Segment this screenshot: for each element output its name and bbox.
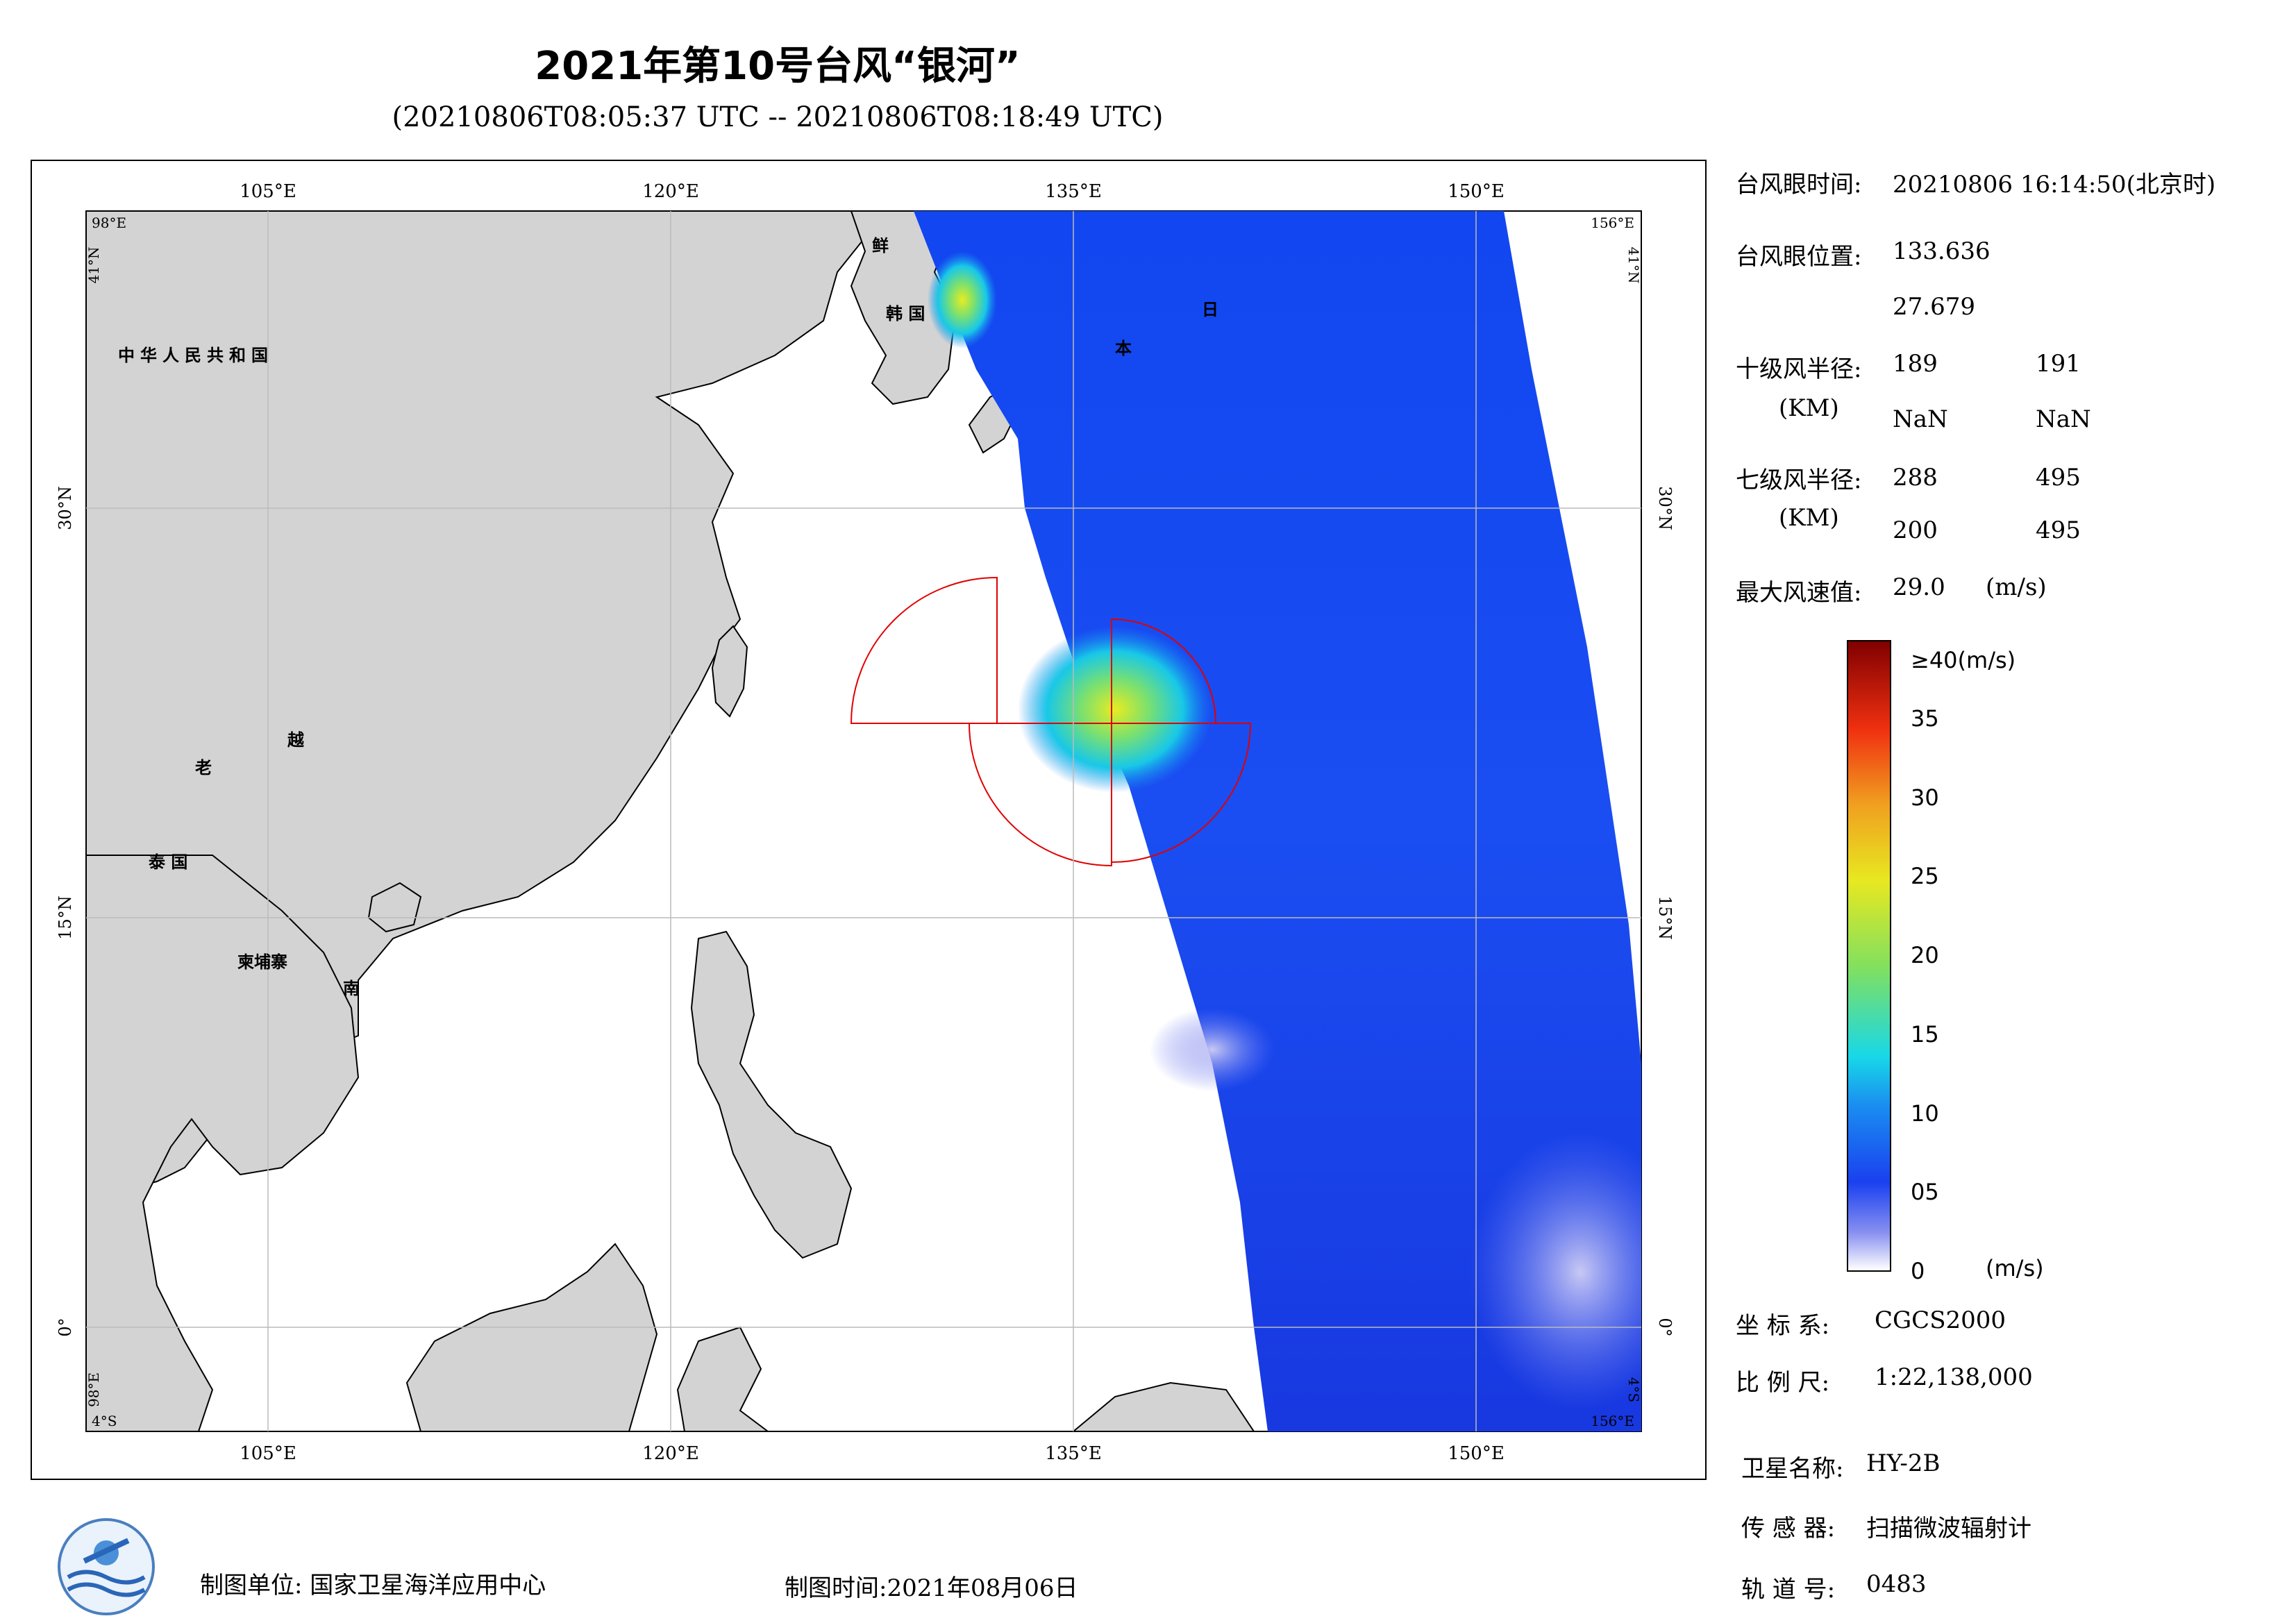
wind-field-map: 105°E 120°E 135°E 150°E 105°E 120°E 135°…: [56, 181, 1675, 1464]
r7-value-3: 200: [1893, 516, 1938, 544]
r7-value-2: 495: [2036, 464, 2081, 491]
label-korea-north: 鲜: [872, 236, 889, 255]
corner-se-lat: 4°S: [1625, 1377, 1642, 1402]
eye-latitude: 27.679: [1893, 293, 1975, 321]
r10-value-2: 191: [2036, 350, 2081, 378]
orbit-label: 轨 道 号:: [1741, 1576, 1836, 1604]
label-korea-south: 韩 国: [886, 304, 925, 323]
eye-time-value: 20210806 16:14:50(北京时): [1893, 171, 2216, 199]
satellite-value: HY-2B: [1866, 1449, 1941, 1477]
map-title: 2021年第10号台风“银河”: [535, 44, 1021, 89]
orbit-value: 0483: [1866, 1570, 1927, 1598]
nsoas-logo-icon: [58, 1518, 155, 1615]
sensor-value: 扫描微波辐射计: [1866, 1515, 2031, 1542]
legend-tick-05: 05: [1911, 1179, 1939, 1206]
max-wind-value: 29.0: [1893, 573, 1945, 601]
lon-tick-bottom-120: 120°E: [642, 1443, 699, 1464]
label-china: 中华人民共和国: [118, 346, 274, 365]
lat-tick-left-30: 30°N: [56, 486, 75, 530]
legend-tick-0: 0: [1911, 1258, 1925, 1284]
legend-tick-25: 25: [1911, 863, 1939, 890]
land-philippines: [690, 930, 853, 1259]
satellite-label: 卫星名称:: [1741, 1455, 1844, 1483]
eye-longitude: 133.636: [1893, 237, 1991, 265]
scale-label: 比 例 尺:: [1736, 1369, 1830, 1397]
lon-tick-top-105: 105°E: [240, 181, 296, 202]
lon-tick-top-150: 150°E: [1448, 181, 1505, 202]
r10-label: 十级风半径:: [1736, 355, 1862, 383]
coord-system-value: CGCS2000: [1875, 1306, 2006, 1334]
r7-value-4: 495: [2036, 516, 2081, 544]
label-japan-2: 本: [1115, 339, 1132, 358]
lat-tick-left-15: 15°N: [56, 895, 75, 940]
legend-tick-20: 20: [1911, 942, 1939, 968]
label-vietnam-1: 越: [287, 730, 305, 750]
corner-nw-lat: 41°N: [85, 247, 102, 284]
corner-sw-lon: 98°E: [85, 1372, 102, 1407]
label-japan-1: 日: [1202, 300, 1218, 319]
legend-unit: (m/s): [1986, 1255, 2044, 1281]
coord-system-label: 坐 标 系:: [1736, 1312, 1830, 1340]
legend-tick-30: 30: [1911, 784, 1939, 811]
land-borneo: [405, 1243, 658, 1431]
corner-nw-lon: 98°E: [92, 215, 126, 231]
label-vietnam-2: 南: [343, 979, 360, 998]
label-laos: 老: [195, 758, 212, 777]
eye-time-label: 台风眼时间:: [1736, 171, 1862, 199]
lon-tick-bottom-105: 105°E: [240, 1443, 296, 1464]
corner-ne-lat: 41°N: [1625, 247, 1642, 284]
r7-value-1: 288: [1893, 464, 1938, 491]
lon-tick-top-135: 135°E: [1045, 181, 1102, 202]
corner-ne-lon: 156°E: [1591, 215, 1634, 231]
coastal-high-wind: [928, 251, 997, 348]
map-panel: 105°E 120°E 135°E 150°E 105°E 120°E 135°…: [31, 160, 1707, 1480]
corner-se-lon: 156°E: [1591, 1413, 1634, 1429]
legend-top-label: ≥40(m/s): [1911, 647, 2016, 673]
low-wind-patch: [1150, 1008, 1275, 1091]
r7-label: 七级风半径:: [1736, 466, 1862, 494]
wind-radius-quadrants: [850, 576, 1252, 867]
r10-value-1: 189: [1893, 350, 1938, 378]
lat-tick-right-15: 15°N: [1655, 895, 1675, 940]
legend-tick-15: 15: [1911, 1020, 1939, 1048]
footer-date: 制图时间:2021年08月06日: [785, 1574, 1078, 1602]
lon-tick-bottom-135: 135°E: [1045, 1443, 1102, 1464]
max-wind-unit: (m/s): [1986, 573, 2047, 601]
graticule: [86, 211, 1641, 1431]
label-cambodia: 柬埔寨: [237, 952, 287, 972]
map-subtitle: (20210806T08:05:37 UTC -- 20210806T08:18…: [392, 101, 1164, 133]
lon-tick-bottom-150: 150°E: [1448, 1443, 1505, 1464]
lat-tick-left-0: 0°: [56, 1318, 75, 1336]
low-wind-area: [1469, 1133, 1641, 1411]
footer-producer: 制图单位: 国家卫星海洋应用中心: [200, 1572, 546, 1599]
corner-sw-lat: 4°S: [92, 1413, 117, 1429]
eye-position-label: 台风眼位置:: [1736, 243, 1862, 271]
legend-tick-10: 10: [1911, 1100, 1939, 1127]
label-thailand: 泰 国: [149, 852, 187, 872]
r10-unit: (KM): [1779, 394, 1839, 422]
typhoon-core-wind: [1018, 626, 1212, 793]
land-indochina: [86, 855, 360, 1431]
scale-value: 1:22,138,000: [1875, 1363, 2033, 1391]
lat-tick-right-0: 0°: [1655, 1318, 1675, 1336]
max-wind-label: 最大风速值:: [1736, 579, 1862, 607]
lon-tick-top-120: 120°E: [642, 181, 699, 202]
land-taiwan: [711, 625, 748, 718]
wind-speed-colorbar: [1847, 640, 1891, 1272]
r7-unit: (KM): [1779, 504, 1839, 532]
sensor-label: 传 感 器:: [1741, 1515, 1836, 1542]
land-sulawesi-newguinea: [676, 1326, 1255, 1431]
r10-value-4: NaN: [2036, 405, 2091, 433]
lat-tick-right-30: 30°N: [1655, 486, 1675, 530]
wind-swath: [914, 211, 1641, 1431]
legend-tick-35: 35: [1911, 705, 1939, 732]
r10-value-3: NaN: [1893, 405, 1948, 433]
